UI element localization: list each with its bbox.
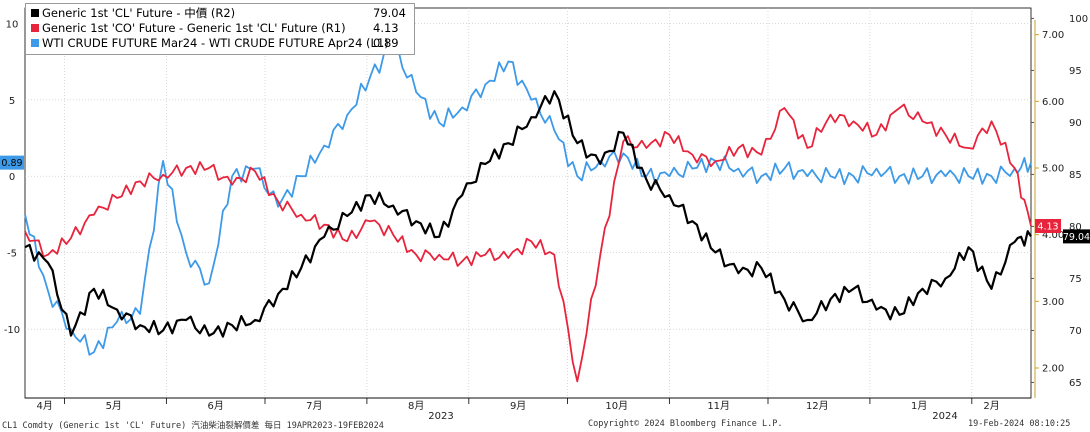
legend-swatch-cl — [31, 9, 39, 17]
plot-background — [24, 7, 1032, 399]
legend-row-wti: WTI CRUDE FUTURE Mar24 - WTI CRUDE FUTUR… — [26, 36, 414, 51]
r2-tick-label: 85 — [1069, 170, 1082, 181]
r2-tick-label: 100 — [1069, 14, 1088, 25]
r1-value-tag — [1035, 219, 1061, 233]
series-group — [24, 45, 1032, 383]
series-line-co-cl-spread — [24, 103, 1032, 383]
legend-value-cl: 79.04 — [373, 6, 406, 20]
month-tick-label: 8月 — [408, 400, 424, 412]
legend-swatch-wti — [31, 39, 39, 47]
r2-value-tag — [1063, 229, 1090, 244]
r1-tick-label: 5.00 — [1042, 164, 1064, 175]
month-tick-label: 2月 — [983, 400, 999, 412]
footer-center: Copyright© 2024 Bloomberg Finance L.P. — [588, 419, 783, 429]
legend-swatch-co-cl — [31, 24, 39, 32]
r2-tick-label: 95 — [1069, 66, 1082, 77]
series-line-cl-price — [24, 90, 1032, 338]
r1-tick-label: 4.00 — [1042, 230, 1064, 241]
r2-tick-label: 65 — [1069, 378, 1082, 389]
month-tick-label: 9月 — [510, 400, 526, 412]
value-tags: 0.89 4.13 79.04 — [0, 155, 1090, 244]
r1-tick-label: 7.00 — [1042, 30, 1064, 41]
month-axis: 4月 5月 6月 7月 8月 9月 10月 11月 12月 1月 2月 2023 2024 — [25, 397, 1031, 422]
legend-value-wti: 0.89 — [373, 36, 399, 50]
month-tick-label: 12月 — [806, 400, 829, 412]
legend-label-wti: WTI CRUDE FUTURE Mar24 - WTI CRUDE FUTUR… — [42, 36, 389, 50]
r1-tick-label: 3.00 — [1042, 297, 1064, 308]
left-tick-label: 10 — [6, 19, 19, 30]
month-tick-label: 11月 — [707, 400, 730, 412]
footer-right: 19-Feb-2024 08:10:25 — [968, 419, 1071, 429]
legend-label-cl: Generic 1st 'CL' Future - 中價 (R2) — [42, 6, 236, 20]
left-tick-label: -10 — [4, 325, 20, 336]
month-tick-label: 7月 — [306, 400, 322, 412]
r2-axis: 100 95 90 85 80 75 70 65 — [1031, 14, 1088, 389]
month-tick-label: 10月 — [605, 400, 628, 412]
left-tick-label: -5 — [7, 249, 17, 260]
month-tick-label: 5月 — [106, 400, 122, 412]
legend-value-co-cl: 4.13 — [373, 21, 399, 35]
legend-label-co-cl: Generic 1st 'CO' Future - Generic 1st 'C… — [42, 21, 346, 35]
r1-tick-label: 2.00 — [1042, 364, 1064, 375]
legend: Generic 1st 'CL' Future - 中價 (R2) 79.04 … — [25, 3, 415, 55]
footer-left: CL1 Comdty (Generic 1st 'CL' Future) 汽油柴… — [2, 421, 384, 431]
r2-tick-label: 90 — [1069, 118, 1082, 129]
legend-row-co-cl: Generic 1st 'CO' Future - Generic 1st 'C… — [26, 21, 414, 36]
month-tick-label: 6月 — [207, 400, 223, 412]
r1-tick-label: 6.00 — [1042, 97, 1064, 108]
r2-tick-label: 80 — [1069, 222, 1082, 233]
r2-tick-label: 75 — [1069, 274, 1082, 285]
left-axis: 10 5 0 -5 -10 — [4, 19, 20, 336]
left-value-tag-label: 0.89 — [1, 158, 22, 169]
grid — [25, 8, 1031, 398]
legend-row-cl: Generic 1st 'CL' Future - 中價 (R2) 79.04 — [26, 6, 414, 21]
month-tick-label: 4月 — [37, 400, 53, 412]
year-label-2023: 2023 — [428, 411, 453, 422]
left-value-tag — [0, 155, 24, 170]
year-label-2024: 2024 — [932, 411, 957, 422]
left-tick-label: 0 — [9, 172, 15, 183]
r2-value-tag-label: 79.04 — [1063, 232, 1090, 243]
r2-tick-label: 70 — [1069, 326, 1082, 337]
r1-value-tag-label: 4.13 — [1037, 222, 1058, 233]
left-tick-label: 5 — [9, 96, 15, 107]
series-line-wti-calendar-spread — [24, 45, 1032, 356]
month-tick-label: 1月 — [911, 400, 927, 412]
r1-axis: 7.00 6.00 5.00 4.00 3.00 2.00 — [1034, 20, 1064, 398]
